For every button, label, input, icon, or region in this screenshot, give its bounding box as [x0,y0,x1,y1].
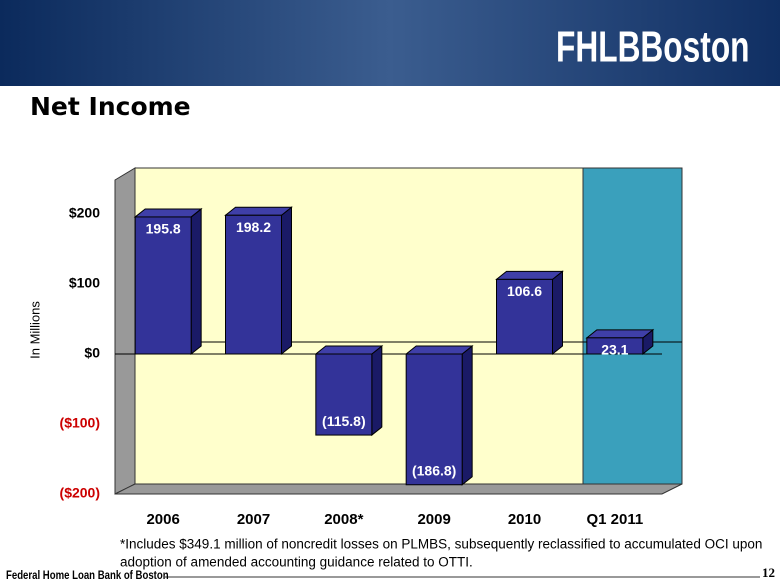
value-label: 198.2 [236,219,271,235]
bar-top [404,345,474,355]
x-tick-label: 2007 [237,511,270,528]
bar-side [190,207,202,356]
bar [134,216,192,355]
y-tick-label: ($200) [60,485,100,501]
value-label: 195.8 [146,221,181,237]
x-tick-label: 2006 [146,511,179,528]
footer-text: Federal Home Loan Bank of Boston [6,569,169,582]
x-tick-label: Q1 2011 [586,511,643,528]
x-tick-label: 2010 [508,511,541,528]
bar-top [495,270,564,280]
bar-side [461,344,473,486]
bar-top [224,206,293,216]
bar-side [281,206,292,356]
value-label: (115.8) [322,413,366,429]
header-banner [0,0,780,86]
logo: FHLBBoston [556,23,750,72]
plot: $200 $100 $0 ($100) ($200) 2006 195.8 2007 198.2… [60,205,682,528]
bar [315,353,373,436]
y-tick-label: $0 [84,345,100,361]
bar-top [133,208,203,218]
bar [405,353,463,486]
bar-side [371,344,383,437]
footnote: adoption of amended accounting guidance … [120,555,473,570]
value-label: (186.8) [412,462,456,478]
side-wall [114,167,136,495]
y-tick-label: $200 [69,205,100,221]
y-axis-label: In Millions [27,301,42,359]
bar [225,214,282,355]
bar-top [585,329,655,339]
value-label: 106.6 [507,283,542,299]
chart-title: Net Income [30,92,191,121]
bar-side [552,270,563,356]
value-label: 23.1 [601,342,628,358]
page-number: 12 [762,565,775,580]
x-tick-label: 2009 [417,511,450,528]
bar-top [314,345,384,355]
footnote: *Includes $349.1 million of noncredit lo… [120,537,762,552]
bar [496,278,553,355]
bar [586,337,644,355]
x-tick-label: 2008* [324,511,363,528]
y-tick-label: $100 [69,275,100,291]
floor [114,483,683,495]
back-wall-highlight [582,167,683,485]
y-tick-label: ($100) [60,415,100,431]
